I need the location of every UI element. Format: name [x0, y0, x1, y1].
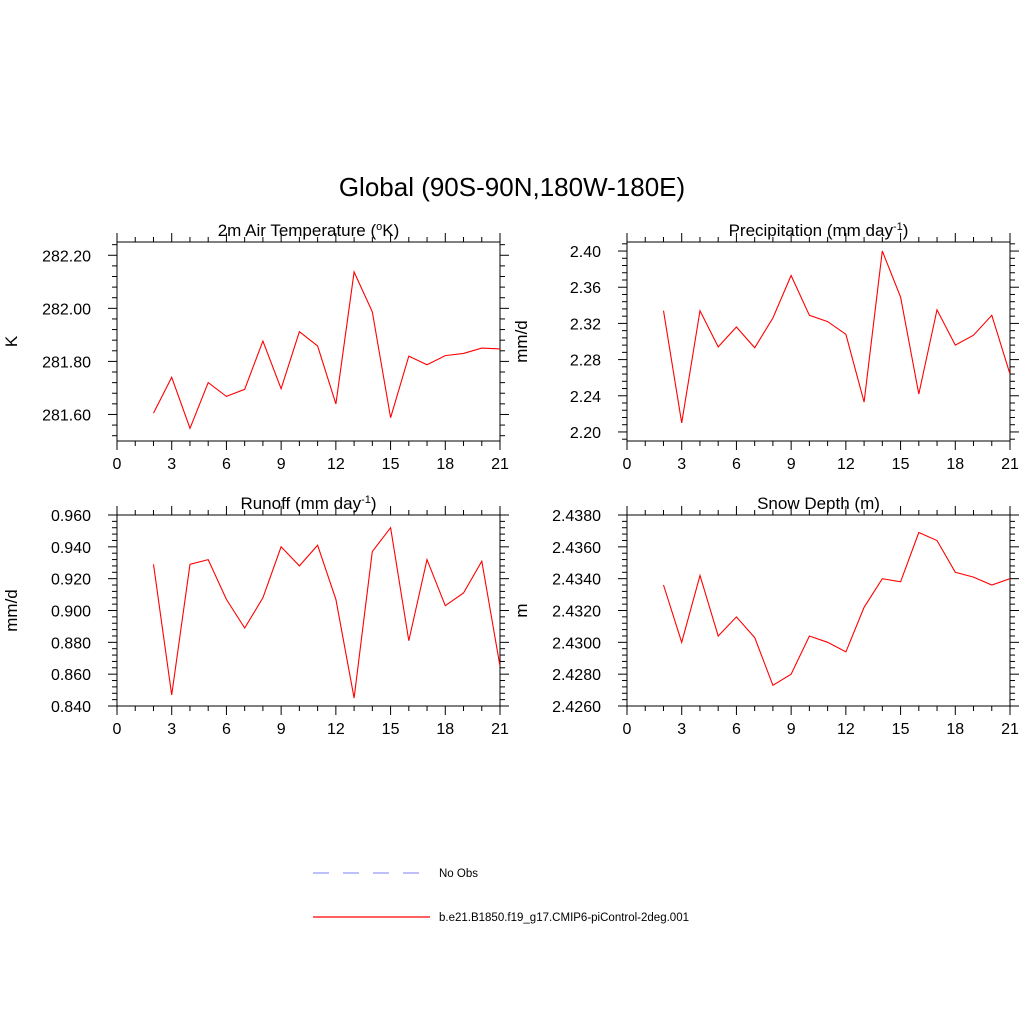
- x-tick-label: 15: [892, 456, 910, 473]
- x-tick-label: 0: [113, 721, 122, 738]
- series-line: [662, 250, 1010, 423]
- x-tick-label: 12: [837, 456, 855, 473]
- legend: No Obs b.e21.B1850.f19_g17.CMIP6-piContr…: [313, 868, 689, 924]
- panel-title: Runoff (mm day-1): [240, 494, 376, 513]
- chart-panel-precipitation: Precipitation (mm day-1) mm/d 0 3 6 9 12 15 18 21…: [512, 221, 1019, 473]
- series-line: [152, 526, 500, 699]
- y-tick-label: 2.32: [570, 316, 601, 333]
- x-tick-label: 21: [491, 456, 509, 473]
- y-tick-label: 2.28: [570, 353, 601, 370]
- y-tick-label: 2.40: [570, 244, 601, 261]
- x-tick-label: 6: [732, 456, 741, 473]
- x-tick-label: 15: [382, 721, 400, 738]
- plot-frame: [626, 241, 1011, 442]
- panel-title-superscript: o: [376, 221, 382, 233]
- y-axis-label: K: [2, 335, 21, 347]
- x-tick-label: 18: [436, 456, 454, 473]
- series-line: [662, 531, 1010, 687]
- panel-title-main: Precipitation (mm day: [729, 221, 894, 240]
- panel-title-tail: ): [371, 494, 377, 513]
- x-tick-label: 3: [167, 456, 176, 473]
- x-tick-label: 9: [277, 721, 286, 738]
- figure-title: Global (90S-90N,180W-180E): [339, 172, 685, 202]
- plot-frame: [116, 241, 501, 442]
- y-tick-label: 281.60: [42, 407, 91, 424]
- x-tick-label: 3: [167, 721, 176, 738]
- x-tick-label: 9: [787, 721, 796, 738]
- x-tick-label: 18: [946, 721, 964, 738]
- y-tick-label: 0.940: [51, 540, 91, 557]
- y-tick-label: 0.960: [51, 508, 91, 525]
- x-tick-label: 15: [382, 456, 400, 473]
- panel-title-superscript: -1: [361, 494, 371, 506]
- chart-panel-snow-depth: Snow Depth (m) m 0 3 6 9 12 15 18 21 2.4260 2.4280 2…: [512, 494, 1019, 738]
- y-axis-label: mm/d: [2, 589, 21, 632]
- y-tick-label: 0.860: [51, 667, 91, 684]
- panel-title: Precipitation (mm day-1): [729, 221, 909, 240]
- x-tick-label: 6: [222, 456, 231, 473]
- x-tick-label: 0: [623, 721, 632, 738]
- x-tick-label: 6: [222, 721, 231, 738]
- y-tick-label: 2.4260: [552, 699, 601, 716]
- y-axis-label: m: [512, 603, 531, 617]
- y-tick-label: 0.920: [51, 572, 91, 589]
- panel-title-main: 2m Air Temperature (: [218, 221, 377, 240]
- y-axis-label: mm/d: [512, 320, 531, 363]
- x-tick-label: 0: [623, 456, 632, 473]
- panel-title-tail: K): [382, 221, 399, 240]
- series-line: [153, 270, 500, 430]
- y-tick-label: 281.80: [42, 354, 91, 371]
- x-tick-label: 9: [787, 456, 796, 473]
- panel-title-main: Snow Depth (m): [757, 494, 880, 513]
- panel-title-superscript: -1: [893, 221, 903, 233]
- panel-title: 2m Air Temperature (oK): [218, 221, 400, 240]
- x-tick-label: 12: [327, 456, 345, 473]
- y-tick-label: 2.4340: [552, 572, 601, 589]
- legend-label-model: b.e21.B1850.f19_g17.CMIP6-piControl-2deg…: [439, 912, 689, 924]
- x-tick-label: 3: [677, 721, 686, 738]
- x-tick-label: 9: [277, 456, 286, 473]
- x-tick-label: 3: [677, 456, 686, 473]
- y-tick-label: 2.4380: [552, 508, 601, 525]
- x-tick-label: 12: [837, 721, 855, 738]
- x-tick-label: 18: [436, 721, 454, 738]
- x-tick-label: 18: [946, 456, 964, 473]
- x-tick-label: 6: [732, 721, 741, 738]
- x-tick-label: 12: [327, 721, 345, 738]
- y-tick-label: 282.00: [42, 301, 91, 318]
- y-tick-label: 2.4280: [552, 667, 601, 684]
- panel-title-tail: ): [903, 221, 909, 240]
- panel-title-main: Runoff (mm day: [240, 494, 361, 513]
- y-tick-label: 2.20: [570, 425, 601, 442]
- x-tick-label: 21: [1001, 721, 1019, 738]
- y-tick-label: 2.36: [570, 280, 601, 297]
- x-tick-label: 0: [113, 456, 122, 473]
- y-tick-label: 2.4300: [552, 635, 601, 652]
- x-tick-label: 21: [491, 721, 509, 738]
- y-tick-label: 0.880: [51, 635, 91, 652]
- y-tick-label: 2.4360: [552, 540, 601, 557]
- chart-panel-runoff: Runoff (mm day-1) mm/d 0 3 6 9 12 15 18 21 0.840 0.…: [2, 494, 509, 738]
- y-tick-label: 0.840: [51, 699, 91, 716]
- legend-label-no-obs: No Obs: [439, 868, 478, 880]
- x-tick-label: 21: [1001, 456, 1019, 473]
- x-tick-label: 15: [892, 721, 910, 738]
- y-tick-label: 282.20: [42, 248, 91, 265]
- y-tick-label: 2.4320: [552, 604, 601, 621]
- y-tick-label: 2.24: [570, 389, 601, 406]
- panel-title: Snow Depth (m): [757, 494, 880, 513]
- chart-panel-temperature: 2m Air Temperature (oK) K 0 3 6 9 12 15 18 21 281.…: [2, 221, 509, 473]
- chart-panels: 2m Air Temperature (oK) K 0 3 6 9 12 15 18 21 281.…: [2, 221, 1019, 738]
- y-tick-label: 0.900: [51, 604, 91, 621]
